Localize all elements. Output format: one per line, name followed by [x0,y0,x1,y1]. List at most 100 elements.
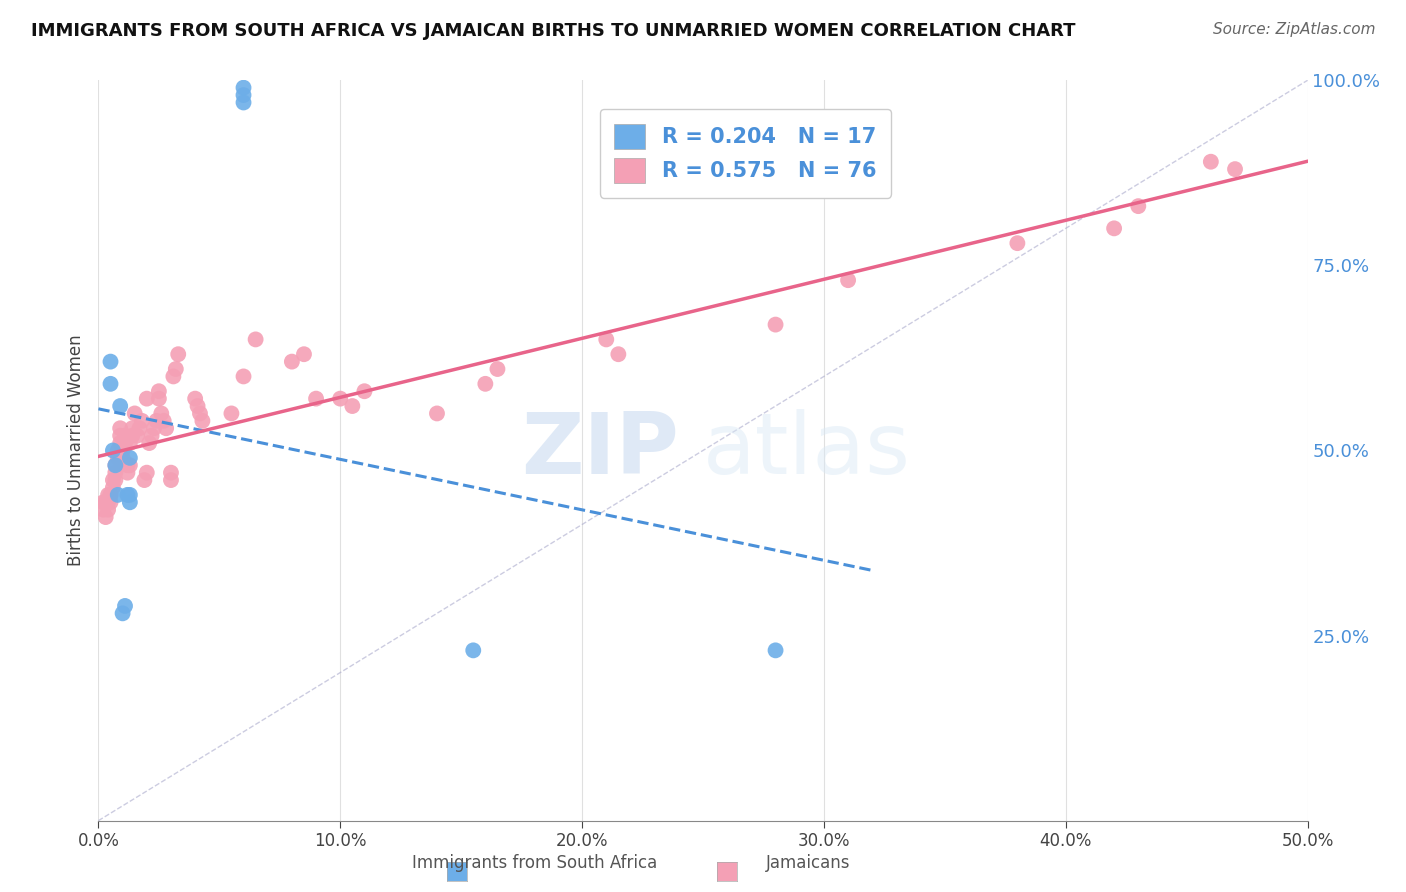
Point [100,488,122,502]
Text: atlas: atlas [703,409,911,492]
Point [141,428,163,442]
Point [114,599,136,613]
Point [94,510,117,524]
Point [114,428,136,442]
Point [97,488,120,502]
Point [191,414,214,428]
Point [108,436,131,450]
Point [160,466,183,480]
Point [305,392,328,406]
Point [104,458,127,473]
Point [474,376,496,391]
Point [121,421,143,435]
Point [145,414,167,428]
Point [108,421,131,435]
Point [104,473,127,487]
Point [281,354,304,368]
Point [607,347,630,361]
Point [463,643,485,657]
Point [342,399,364,413]
Point [138,436,160,450]
Point [837,273,859,287]
Point [221,407,243,421]
Point [232,88,254,103]
Point [135,392,157,406]
Point [131,414,153,428]
Point [97,502,120,516]
Point [292,347,315,361]
Point [160,473,183,487]
Point [188,407,211,421]
Point [108,399,131,413]
Point [232,95,254,110]
Point [107,443,129,458]
Point [187,399,209,413]
Point [91,495,114,509]
Point [100,495,122,509]
Point [155,421,177,435]
Point [150,407,173,421]
Point [1223,162,1246,177]
Legend: R = 0.204   N = 17, R = 0.575   N = 76: R = 0.204 N = 17, R = 0.575 N = 76 [599,109,891,197]
Point [118,450,141,465]
Point [143,421,166,435]
Point [121,428,143,442]
Point [118,495,141,509]
Point [124,407,146,421]
Point [353,384,375,399]
Point [111,607,134,621]
Point [97,495,120,509]
Point [232,80,254,95]
Point [118,458,141,473]
Text: Source: ZipAtlas.com: Source: ZipAtlas.com [1212,22,1375,37]
Point [104,466,127,480]
Text: Immigrants from South Africa: Immigrants from South Africa [412,855,657,872]
Point [1102,221,1125,235]
Point [152,414,174,428]
Point [245,332,267,346]
Point [148,392,170,406]
Point [134,473,156,487]
Point [117,458,139,473]
Point [100,354,122,368]
Point [114,436,136,450]
Point [117,466,139,480]
Text: Jamaicans: Jamaicans [766,855,851,872]
Point [1199,154,1222,169]
Point [426,407,449,421]
Point [232,369,254,384]
Point [111,450,134,465]
Point [91,502,114,516]
Point [127,428,149,442]
Point [128,421,150,435]
Point [765,318,787,332]
Y-axis label: Births to Unmarried Women: Births to Unmarried Women [66,334,84,566]
Point [167,347,190,361]
Point [1007,236,1029,251]
Point [111,443,134,458]
Point [94,495,117,509]
Point [165,362,187,376]
Point [135,466,157,480]
Point [595,332,617,346]
Point [118,436,141,450]
Point [100,376,122,391]
Point [148,384,170,399]
Point [1128,199,1150,213]
Point [486,362,509,376]
Point [101,473,124,487]
Point [765,643,787,657]
Point [107,450,129,465]
Point [107,488,129,502]
Point [104,458,127,473]
Point [162,369,184,384]
Point [100,488,122,502]
Point [108,428,131,442]
Point [329,392,352,406]
Text: ZIP: ZIP [522,409,679,492]
Point [101,480,124,494]
Point [101,443,124,458]
Point [184,392,207,406]
Point [117,488,139,502]
Text: IMMIGRANTS FROM SOUTH AFRICA VS JAMAICAN BIRTHS TO UNMARRIED WOMEN CORRELATION C: IMMIGRANTS FROM SOUTH AFRICA VS JAMAICAN… [31,22,1076,40]
